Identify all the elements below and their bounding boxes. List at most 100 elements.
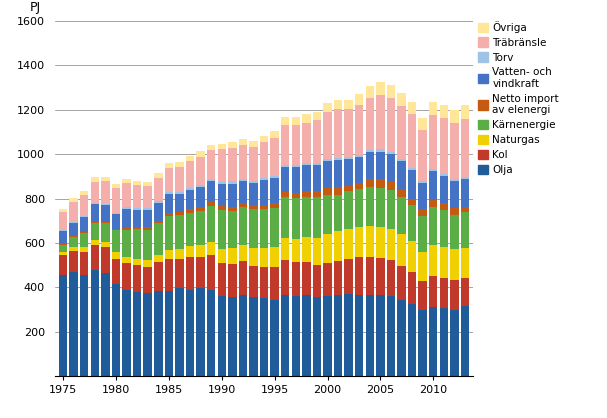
Bar	[112, 214, 120, 229]
Bar	[101, 181, 110, 204]
Bar	[175, 212, 184, 215]
Bar	[334, 195, 342, 232]
Bar	[398, 106, 405, 159]
Bar	[207, 179, 215, 181]
Bar	[217, 206, 226, 210]
Bar	[291, 296, 300, 376]
Bar	[69, 222, 78, 223]
Bar	[439, 210, 448, 247]
Bar	[334, 232, 342, 261]
Bar	[164, 258, 173, 291]
Bar	[154, 291, 163, 376]
Bar	[207, 145, 215, 150]
Bar	[302, 295, 311, 376]
Bar	[196, 187, 205, 207]
Bar	[164, 217, 173, 250]
Bar	[249, 183, 258, 205]
Bar	[175, 162, 184, 167]
Bar	[324, 112, 332, 159]
Bar	[123, 263, 131, 290]
Bar	[365, 86, 374, 97]
Bar	[302, 122, 311, 163]
Bar	[387, 152, 395, 154]
Bar	[376, 227, 385, 258]
Bar	[281, 168, 290, 192]
Bar	[398, 234, 405, 266]
Bar	[175, 215, 184, 249]
Bar	[387, 97, 395, 152]
Bar	[123, 228, 131, 230]
Bar	[164, 192, 173, 194]
Bar	[313, 163, 321, 165]
Bar	[291, 193, 300, 198]
Bar	[450, 208, 459, 214]
Bar	[59, 255, 67, 275]
Bar	[59, 212, 67, 230]
Bar	[376, 152, 385, 179]
Bar	[112, 252, 120, 258]
Bar	[123, 230, 131, 257]
Bar	[175, 194, 184, 212]
Bar	[260, 143, 268, 178]
Bar	[408, 168, 416, 170]
Bar	[439, 104, 448, 118]
Bar	[101, 204, 110, 205]
Bar	[143, 208, 152, 210]
Bar	[164, 213, 173, 217]
Bar	[408, 199, 416, 205]
Bar	[281, 117, 290, 125]
Bar	[270, 178, 279, 204]
Bar	[365, 226, 374, 257]
Bar	[270, 208, 279, 247]
Bar	[123, 207, 131, 209]
Bar	[313, 238, 321, 265]
Bar	[281, 125, 290, 165]
Bar	[164, 250, 173, 258]
Bar	[439, 247, 448, 278]
Bar	[302, 191, 311, 197]
Bar	[429, 307, 438, 376]
Bar	[270, 131, 279, 138]
Bar	[59, 252, 67, 255]
Bar	[228, 148, 237, 181]
Bar	[143, 227, 152, 230]
Bar	[133, 292, 141, 376]
Bar	[196, 185, 205, 187]
Bar	[228, 264, 237, 297]
Bar	[365, 257, 374, 295]
Bar	[143, 186, 152, 208]
Bar	[133, 229, 141, 259]
Bar	[429, 207, 438, 245]
Bar	[291, 165, 300, 168]
Legend: Övriga, Träbränsle, Torv, Vatten- och
vindkraft, Netto import
av elenergi, Kärne: Övriga, Träbränsle, Torv, Vatten- och vi…	[478, 21, 559, 175]
Bar	[228, 181, 237, 184]
Bar	[217, 249, 226, 263]
Bar	[196, 245, 205, 257]
Bar	[186, 257, 194, 290]
Bar	[207, 150, 215, 179]
Bar	[324, 296, 332, 376]
Bar	[101, 222, 110, 223]
Bar	[450, 123, 459, 179]
Bar	[228, 248, 237, 264]
Bar	[90, 270, 99, 376]
Bar	[69, 202, 78, 222]
Bar	[154, 224, 163, 255]
Bar	[249, 209, 258, 248]
Bar	[376, 258, 385, 295]
Bar	[101, 178, 110, 181]
Bar	[239, 245, 247, 261]
Bar	[355, 257, 364, 295]
Bar	[196, 257, 205, 288]
Bar	[376, 82, 385, 95]
Bar	[291, 239, 300, 262]
Bar	[334, 100, 342, 109]
Bar	[387, 190, 395, 229]
Bar	[154, 201, 163, 203]
Bar	[281, 192, 290, 197]
Bar	[90, 221, 99, 222]
Bar	[344, 157, 353, 159]
Bar	[112, 184, 120, 189]
Bar	[143, 293, 152, 376]
Bar	[80, 247, 89, 252]
